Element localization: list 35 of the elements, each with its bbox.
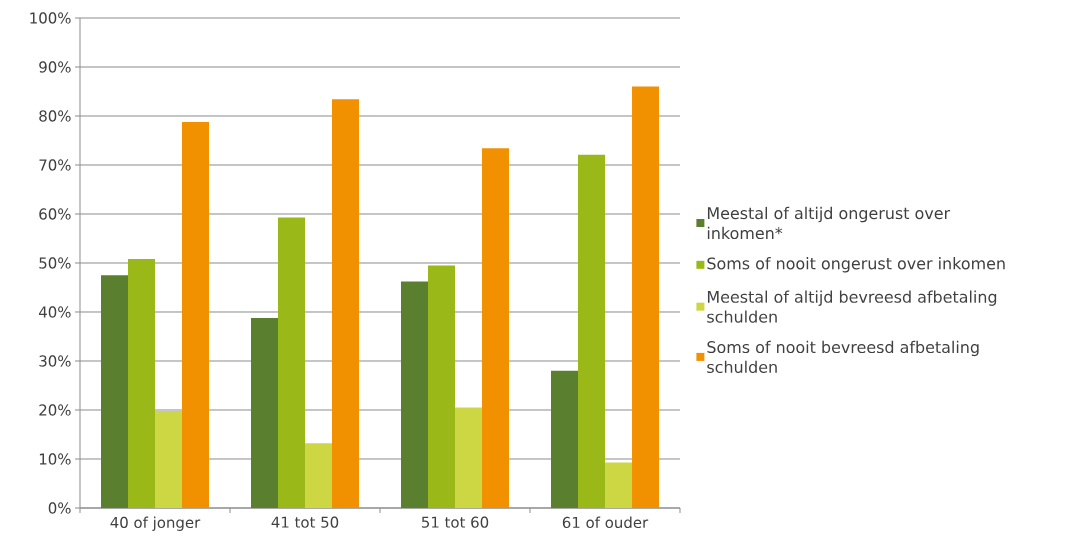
bar [251,317,278,508]
bar [128,259,155,508]
bar [101,275,128,508]
y-tick-label: 90% [39,61,71,73]
x-tick-label: 61 of ouder [562,516,649,529]
bar [305,443,332,508]
bar [332,99,359,508]
legend-label: Meestal of altijd bevreesd afbetaling schulden [707,290,997,323]
bar [482,148,509,508]
x-tick-label: 40 of jonger [110,516,201,531]
y-tick-label: 50% [39,257,71,269]
bar [428,265,455,508]
bar [578,154,605,508]
y-tick-label: 0% [48,502,71,514]
bar [278,217,305,508]
y-tick-label: 100% [30,12,71,24]
y-tick-label: 20% [39,404,71,416]
bar [551,370,578,508]
y-tick-label: 30% [39,355,71,367]
y-tick-label: 70% [39,159,71,171]
y-tick-label: 60% [39,208,71,220]
bar [401,281,428,508]
y-tick-label: 10% [39,453,71,465]
x-tick-label: 51 tot 60 [421,516,489,528]
legend-label: Soms of nooit bevreesd afbetaling schulden [707,340,979,374]
bar [632,86,659,508]
bar [155,410,182,508]
bar [455,407,482,508]
legend-label: Meestal of altijd ongerust over inkomen* [707,206,951,240]
legend-label: Soms of nooit ongerust over inkomen [707,257,1005,273]
bar [605,462,632,508]
bar [182,121,209,508]
y-tick-label: 40% [39,306,71,318]
x-tick-label: 41 tot 50 [271,516,339,528]
y-tick-label: 80% [39,110,71,122]
